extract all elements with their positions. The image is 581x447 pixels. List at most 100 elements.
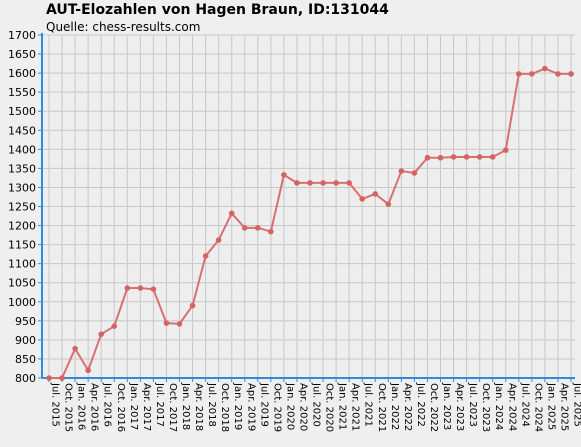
x-tick-label: Oct. 2019 <box>271 383 282 432</box>
x-tick-label: Jul. 2016 <box>102 382 113 427</box>
y-tick-label: 1450 <box>8 124 36 137</box>
y-tick-label: 1550 <box>8 86 36 99</box>
data-point <box>294 180 300 186</box>
data-point <box>555 71 561 77</box>
data-point <box>176 321 183 327</box>
x-tick-label: Jul. 2015 <box>50 382 61 427</box>
x-tick-label: Jan. 2018 <box>180 382 191 430</box>
chart-subtitle: Quelle: chess-results.com <box>46 20 201 34</box>
y-tick-label: 1350 <box>8 162 36 175</box>
x-tick-label: Oct. 2023 <box>480 383 491 432</box>
data-point <box>150 286 157 293</box>
data-point <box>424 154 431 161</box>
x-tick-label: Jan. 2021 <box>337 382 348 430</box>
axes <box>38 33 575 382</box>
data-point <box>398 168 405 174</box>
x-tick-label: Jan. 2025 <box>545 382 556 430</box>
data-point <box>542 65 548 72</box>
chart-title: AUT-Elozahlen von Hagen Braun, ID:131044 <box>46 2 389 18</box>
data-point <box>202 253 209 259</box>
x-tick-label: Jul. 2017 <box>154 382 165 427</box>
x-tick-label: Oct. 2022 <box>428 383 439 432</box>
x-tick-label: Jul. 2021 <box>363 382 374 427</box>
y-tick-label: 1500 <box>8 105 36 118</box>
data-point <box>307 180 313 186</box>
data-point <box>359 196 366 202</box>
data-point <box>568 71 574 77</box>
x-tick-label: Apr. 2024 <box>506 383 517 431</box>
data-point <box>450 154 457 160</box>
x-tick-label: Jan. 2017 <box>128 382 139 430</box>
data-point <box>228 210 235 217</box>
x-tick-label: Oct. 2020 <box>324 383 335 432</box>
data-point <box>72 345 78 352</box>
data-point <box>502 147 509 153</box>
data-point <box>281 172 287 178</box>
x-tick-label: Jul. 2020 <box>311 382 322 427</box>
data-point <box>98 331 104 337</box>
data-point <box>46 375 52 381</box>
y-tick-label: 850 <box>15 353 36 366</box>
x-tick-label: Oct. 2024 <box>532 383 543 432</box>
data-point <box>163 320 170 326</box>
data-point <box>59 375 65 381</box>
x-tick-label: Jul. 2022 <box>415 382 426 427</box>
data-point <box>333 180 339 186</box>
x-tick-label: Apr. 2019 <box>245 383 256 431</box>
x-tick-label: Jan. 2016 <box>76 382 87 430</box>
y-tick-label: 1150 <box>8 239 36 252</box>
y-tick-label: 1650 <box>8 48 36 61</box>
data-point <box>215 237 222 243</box>
x-tick-label: Jul. 2023 <box>467 382 478 427</box>
x-tick-label: Oct. 2018 <box>219 383 230 432</box>
y-tick-label: 1000 <box>8 296 36 309</box>
tick-labels: 800 850 900 950 1000 1050 1100 1150 1200 1250 1300… <box>8 29 581 432</box>
data-point <box>385 201 392 208</box>
data-point <box>241 225 248 231</box>
y-tick-label: 1250 <box>8 201 36 214</box>
y-tick-label: 1700 <box>8 29 36 42</box>
x-tick-label: Apr. 2022 <box>402 383 413 431</box>
x-tick-label: Jan. 2022 <box>389 382 400 430</box>
x-tick-label: Apr. 2023 <box>454 383 465 431</box>
data-point <box>476 154 483 160</box>
data-point <box>372 191 379 197</box>
y-tick-label: 1200 <box>8 220 36 233</box>
x-tick-label: Oct. 2015 <box>63 383 74 432</box>
y-tick-label: 800 <box>15 372 36 385</box>
x-tick-label: Oct. 2017 <box>167 383 178 432</box>
y-tick-label: 1050 <box>8 277 36 290</box>
x-tick-label: Jan. 2024 <box>493 382 504 430</box>
x-tick-label: Apr. 2017 <box>141 383 152 431</box>
x-tick-label: Apr. 2021 <box>350 383 361 431</box>
grid <box>42 34 575 379</box>
data-point <box>411 170 418 176</box>
y-tick-label: 1100 <box>8 258 36 271</box>
data-point <box>346 180 352 186</box>
data-point <box>85 367 91 374</box>
data-point <box>111 323 118 329</box>
data-point <box>137 285 144 291</box>
x-tick-label: Jan. 2023 <box>441 382 452 430</box>
x-tick-label: Jul. 2019 <box>258 382 269 427</box>
data-point <box>516 71 522 77</box>
data-point <box>463 154 470 160</box>
data-point <box>320 180 326 186</box>
data-point <box>124 285 131 291</box>
x-tick-label: Jan. 2019 <box>232 382 243 430</box>
x-tick-label: Apr. 2016 <box>89 383 100 431</box>
x-tick-label: Apr. 2025 <box>558 383 569 431</box>
data-point <box>489 154 496 160</box>
x-tick-label: Apr. 2018 <box>193 383 204 431</box>
data-point <box>189 302 196 309</box>
y-tick-label: 1600 <box>8 67 36 80</box>
data-point <box>437 154 444 161</box>
x-tick-label: Oct. 2021 <box>376 383 387 432</box>
x-tick-label: Jan. 2020 <box>284 382 295 430</box>
y-tick-label: 1400 <box>8 143 36 156</box>
x-tick-label: Jul. 2018 <box>206 382 217 427</box>
x-tick-label: Jul. 2024 <box>519 382 530 427</box>
y-tick-label: 900 <box>15 334 36 347</box>
y-tick-label: 1300 <box>8 181 36 194</box>
